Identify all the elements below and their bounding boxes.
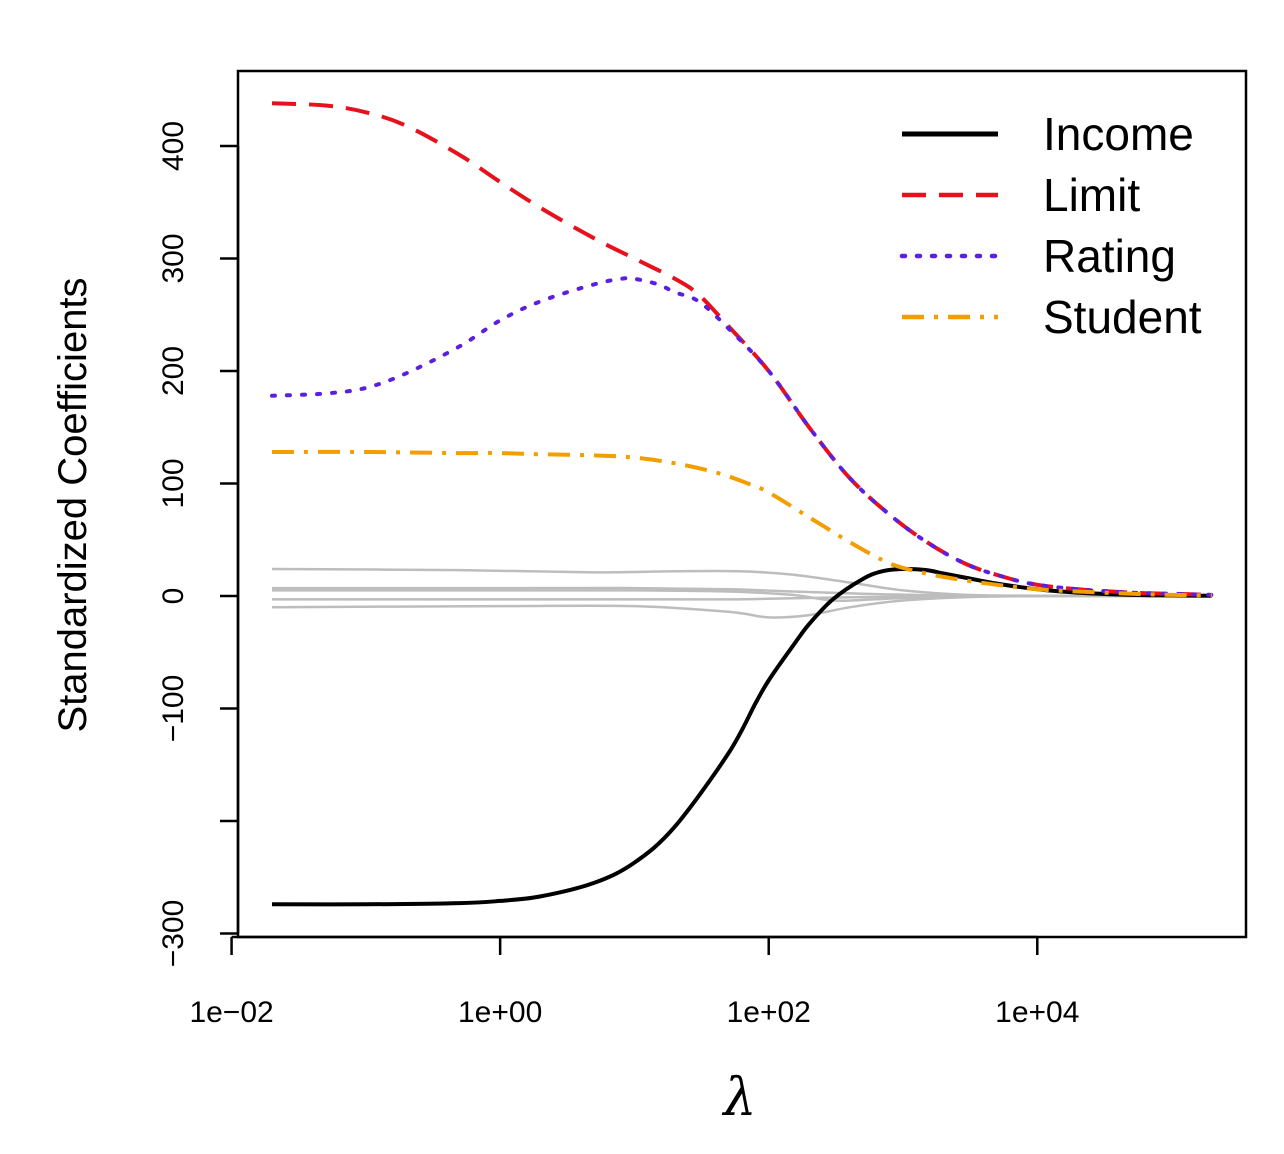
y-axis-title: Standardized Coefficients xyxy=(51,277,95,732)
legend-label-income: Income xyxy=(1043,108,1194,160)
x-tick-label: 1e+00 xyxy=(458,996,542,1029)
series-line-rating xyxy=(270,276,1214,597)
legend-label-rating: Rating xyxy=(1043,230,1176,282)
legend-label-student: Student xyxy=(1043,291,1202,343)
y-tick-label: 300 xyxy=(157,233,190,283)
y-tick-label: −100 xyxy=(157,675,190,743)
x-axis-title: λ xyxy=(722,1068,757,1128)
y-tick-label: 100 xyxy=(157,458,190,508)
x-tick-label: 1e+02 xyxy=(727,996,811,1029)
x-tick-label: 1e−02 xyxy=(189,996,273,1029)
x-tick-label: 1e+04 xyxy=(995,996,1079,1029)
y-tick-label: 200 xyxy=(157,346,190,396)
y-tick-label: −300 xyxy=(157,900,190,968)
series-line-income xyxy=(271,566,1213,907)
y-tick-label: 400 xyxy=(157,121,190,171)
y-tick-label: 0 xyxy=(157,588,190,605)
legend: Income Limit Rating Student xyxy=(899,108,1202,343)
series-line-limit xyxy=(271,101,1213,597)
series-line-other-8 xyxy=(271,594,1213,619)
plot-content xyxy=(270,101,1214,907)
series-line-student xyxy=(271,449,1213,598)
axes: 1e−02 1e+00 1e+02 1e+04 −300 −100 0 100 200 300 40… xyxy=(157,121,1079,1029)
legend-label-limit: Limit xyxy=(1043,169,1140,221)
